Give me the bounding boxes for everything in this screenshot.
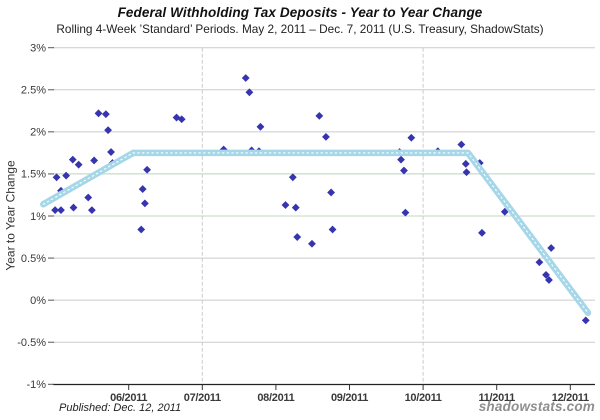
data-point: [308, 239, 316, 248]
x-tick-label: 11/2011: [478, 392, 515, 404]
data-point: [461, 159, 470, 168]
data-point: [137, 225, 146, 234]
x-tick-label: 06/2011: [110, 392, 147, 404]
data-point: [547, 244, 556, 252]
data-point: [69, 203, 78, 212]
data-point: [315, 111, 324, 120]
data-point: [140, 199, 149, 208]
data-point: [172, 113, 181, 122]
data-point: [256, 122, 265, 131]
data-point: [245, 88, 254, 97]
data-point: [542, 271, 550, 279]
x-tick-label: 12/2011: [552, 392, 589, 404]
data-point: [107, 148, 115, 156]
y-tick-label: 2%: [30, 127, 46, 139]
chart-title: Federal Withholding Tax Deposits - Year …: [117, 5, 483, 20]
data-point: [545, 276, 553, 284]
data-point: [90, 156, 99, 165]
data-point: [288, 173, 297, 182]
data-point: [397, 155, 405, 164]
data-point: [293, 233, 302, 241]
data-point: [51, 206, 59, 215]
watermark: shadowstats.com: [478, 399, 595, 414]
data-point: [104, 126, 112, 135]
data-point: [291, 203, 300, 212]
data-point: [401, 208, 410, 217]
data-point: [177, 115, 186, 124]
y-tick-label: 0.5%: [21, 253, 46, 265]
data-point: [101, 110, 110, 119]
data-point: [241, 74, 250, 82]
data-point: [457, 140, 466, 149]
data-point: [462, 168, 471, 177]
data-point: [322, 132, 330, 141]
data-point: [143, 165, 151, 174]
y-tick-label: 1%: [30, 211, 46, 223]
data-point: [478, 228, 486, 237]
data-point: [74, 160, 83, 169]
trend-line-center-dots: [42, 152, 589, 314]
y-tick-label: 2.5%: [21, 85, 46, 97]
chart-subtitle: Rolling 4-Week ’Standard’ Periods. May 2…: [56, 22, 544, 36]
y-tick-label: 0%: [30, 295, 46, 307]
x-tick-label: 09/2011: [331, 392, 368, 404]
data-point: [327, 188, 335, 197]
x-tick-label: 10/2011: [405, 392, 442, 404]
y-tick-label: 1.5%: [21, 169, 46, 181]
x-tick-label: 08/2011: [257, 392, 294, 404]
data-point: [581, 316, 590, 325]
x-tick-label: 07/2011: [184, 392, 221, 404]
data-point: [68, 155, 77, 164]
data-point: [52, 173, 61, 182]
data-point: [400, 166, 408, 175]
data-point: [88, 206, 96, 215]
data-point: [328, 225, 337, 234]
data-point: [281, 201, 290, 209]
data-point: [57, 206, 65, 215]
y-tick-label: -0.5%: [17, 337, 46, 349]
data-point: [94, 109, 103, 118]
data-point: [62, 171, 71, 180]
trend-line: [40, 149, 592, 317]
data-point: [407, 133, 416, 142]
data-point: [138, 185, 147, 193]
y-tick-label: 3%: [30, 43, 46, 55]
published-note: Published: Dec. 12, 2011: [59, 402, 182, 414]
data-point: [535, 258, 544, 267]
data-point: [84, 193, 93, 202]
y-tick-label: -1%: [26, 379, 46, 391]
